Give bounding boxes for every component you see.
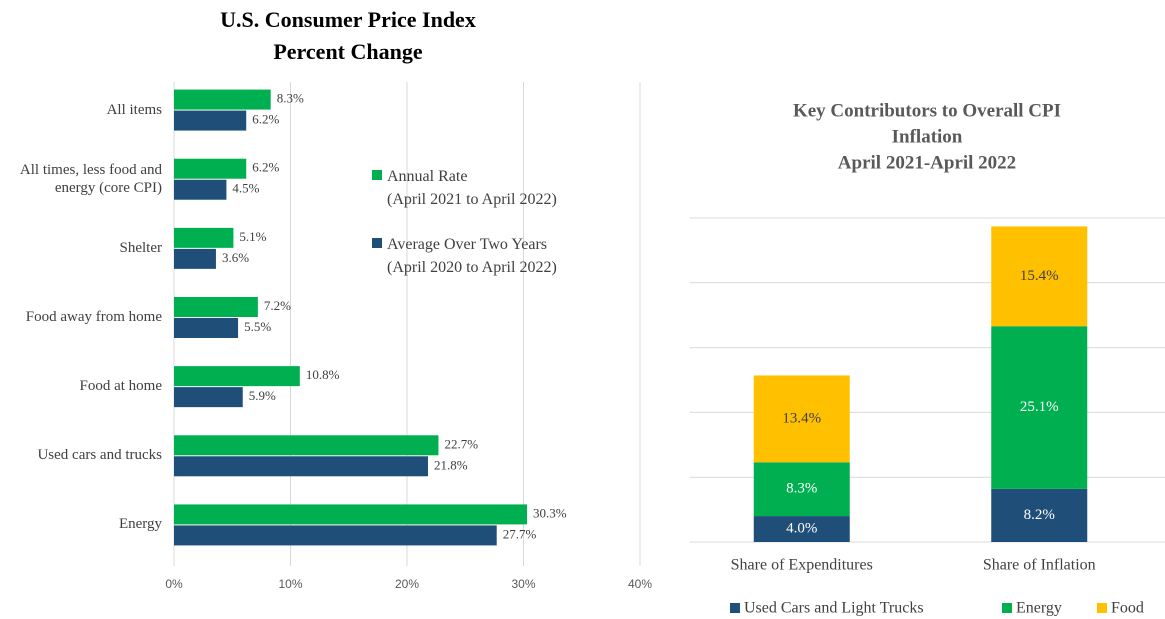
legend-swatch (372, 238, 382, 248)
y-tick-label: Food at home (79, 378, 163, 395)
y-tick-label: Energy (118, 516, 162, 533)
bar (174, 525, 497, 546)
bar (174, 435, 439, 456)
bar-segment (991, 488, 1088, 542)
bar (174, 227, 234, 248)
bar (174, 387, 243, 408)
legend-label: Average Over Two Years (April 2020 to Apr… (387, 236, 557, 276)
value-label: 21.8% (434, 457, 468, 472)
bar (174, 89, 271, 110)
value-label: 10.8% (306, 367, 340, 382)
value-label: 22.7% (444, 436, 478, 451)
value-label: 3.6% (222, 250, 249, 265)
bar (174, 297, 258, 317)
bar (174, 504, 527, 525)
value-label: 8.3% (277, 91, 304, 106)
y-tick-label: All times, less food and energy (core CP… (19, 161, 162, 196)
value-label: 6.2% (252, 112, 279, 127)
chart-title: April 2021-April 2022 (838, 152, 1016, 173)
value-label: 4.0% (786, 520, 817, 536)
bar-segment (991, 226, 1088, 327)
legend-swatch (1097, 603, 1107, 613)
x-tick-label: 30% (511, 577, 535, 591)
bar-segment (753, 375, 850, 463)
y-tick-label: All items (106, 101, 162, 118)
bar (174, 366, 300, 387)
bar (174, 110, 247, 131)
value-label: 7.2% (264, 298, 291, 313)
value-label: 13.4% (782, 410, 821, 426)
value-label: 25.1% (1020, 399, 1059, 415)
y-tick-label: Food away from home (25, 309, 162, 325)
value-label: 5.5% (244, 319, 271, 334)
legend-swatch (730, 603, 740, 613)
x-tick-label: 10% (278, 577, 302, 591)
bar-segment (753, 462, 850, 517)
bar (174, 456, 428, 477)
value-label: 30.3% (533, 505, 567, 520)
x-tick-label: Share of Expenditures (731, 557, 873, 574)
value-label: 5.1% (239, 229, 266, 244)
chart-title: U.S. Consumer Price Index (220, 7, 476, 32)
bar (174, 179, 227, 200)
legend-label: Energy (1016, 600, 1062, 617)
value-label: 5.9% (249, 388, 276, 403)
bar (174, 248, 216, 269)
value-label: 15.4% (1020, 268, 1059, 284)
legend-swatch (372, 170, 382, 180)
y-tick-label: Shelter (119, 239, 163, 256)
legend-label: Used Cars and Light Trucks (744, 600, 924, 617)
legend-label: Annual Rate (April 2021 to April 2022) (387, 168, 557, 208)
value-label: 8.3% (786, 481, 817, 497)
value-label: 8.2% (1024, 507, 1055, 523)
legend-swatch (1002, 603, 1012, 613)
bar (174, 158, 247, 179)
chart-title: Inflation (892, 126, 963, 147)
x-tick-label: 0% (165, 577, 183, 591)
value-label: 6.2% (252, 160, 279, 175)
legend-label: Food (1111, 600, 1144, 617)
value-label: 4.5% (232, 181, 259, 196)
x-tick-label: Share of Inflation (983, 557, 1096, 574)
chart-title: Key Contributors to Overall CPI (793, 100, 1061, 121)
bar-segment (753, 516, 850, 542)
bar (174, 318, 239, 338)
y-tick-label: Used cars and trucks (37, 447, 162, 464)
bar-segment (991, 326, 1088, 489)
x-tick-label: 20% (395, 577, 419, 591)
chart-title: Percent Change (273, 39, 423, 64)
value-label: 27.7% (503, 526, 537, 541)
x-tick-label: 40% (628, 577, 652, 591)
